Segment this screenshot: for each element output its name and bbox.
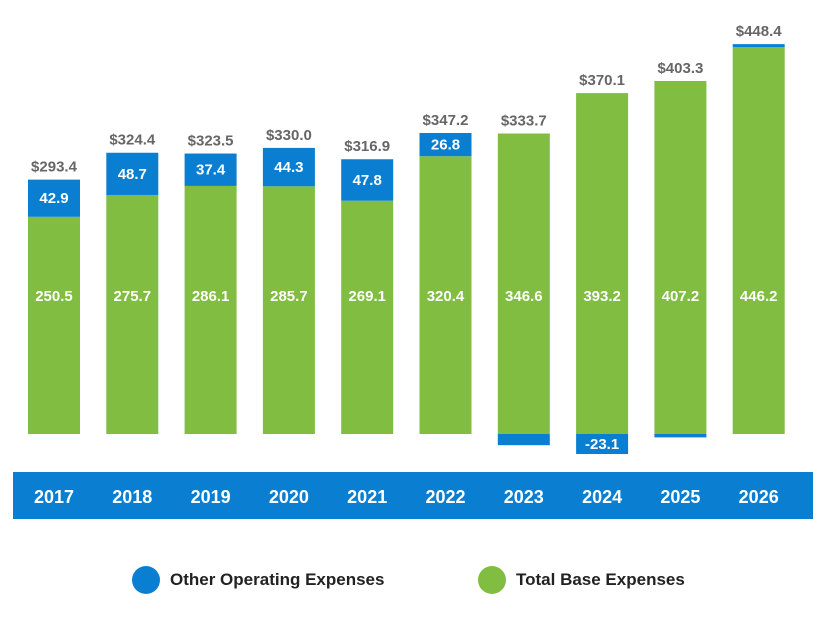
bar-total-base (497, 133, 550, 434)
bar-label-other-operating: 26.8 (431, 137, 460, 154)
bar-label-other-operating: -23.1 (585, 436, 619, 453)
bar-other-operating (106, 152, 159, 195)
bar-total-base (28, 216, 80, 434)
bar-label-total-base: 407.2 (662, 288, 700, 305)
bar-other-operating (497, 434, 550, 446)
total-label: $370.1 (579, 72, 625, 89)
bar-total-base (654, 80, 707, 434)
legend-label: Other Operating Expenses (170, 570, 385, 589)
bar-total-base (341, 200, 394, 434)
legend: Other Operating Expenses Total Base Expe… (0, 566, 826, 596)
legend-swatch-blue (132, 566, 160, 594)
x-tick-label: 2025 (660, 487, 700, 507)
total-label: $293.4 (31, 159, 78, 176)
bar-total-base (262, 186, 315, 434)
bar-label-total-base: 393.2 (583, 288, 621, 305)
total-label: $324.4 (109, 132, 156, 149)
stacked-bar-chart: 250.5 42.9 $293.4 2017 275.7 48.7 $324.4 2018 28… (13, 23, 813, 519)
bar-label-total-base: 286.1 (192, 288, 230, 305)
bar-label-total-base: 275.7 (114, 288, 152, 305)
x-tick-label: 2026 (739, 487, 779, 507)
bar-total-base (419, 156, 472, 434)
total-label: $448.4 (736, 23, 783, 40)
total-label: $347.2 (423, 112, 469, 129)
x-tick-label: 2018 (112, 487, 152, 507)
x-axis-band (13, 472, 813, 519)
bar-label-total-base: 285.7 (270, 288, 308, 305)
bar-label-other-operating: 37.4 (196, 162, 226, 179)
legend-swatch-green (478, 566, 506, 594)
bar-label-total-base: 446.2 (740, 288, 778, 305)
bar-other-operating (341, 159, 394, 201)
bar-label-total-base: 320.4 (427, 288, 465, 305)
x-tick-label: 2019 (191, 487, 231, 507)
bar-total-base (106, 194, 159, 434)
x-tick-label: 2017 (34, 487, 74, 507)
bar-other-operating (654, 434, 707, 438)
bar-other-operating (262, 147, 315, 187)
bar-label-other-operating: 42.9 (39, 190, 68, 207)
total-label: $403.3 (657, 60, 703, 77)
total-label: $323.5 (188, 133, 234, 150)
legend-label: Total Base Expenses (516, 570, 685, 589)
total-label: $330.0 (266, 127, 312, 144)
total-label: $316.9 (344, 138, 390, 155)
bar-label-other-operating: 44.3 (274, 159, 303, 176)
bar-other-operating (184, 153, 237, 186)
legend-item-base: Total Base Expenses (478, 566, 685, 594)
x-tick-label: 2021 (347, 487, 387, 507)
x-tick-label: 2020 (269, 487, 309, 507)
bar-total-base (184, 185, 237, 434)
bar-total-base (576, 93, 629, 435)
bar-label-total-base: 250.5 (35, 288, 73, 305)
bar-label-other-operating: 47.8 (353, 172, 382, 189)
bar-other-operating (419, 132, 472, 157)
legend-item-other: Other Operating Expenses (132, 566, 384, 594)
x-tick-label: 2022 (425, 487, 465, 507)
bar-label-total-base: 269.1 (348, 288, 386, 305)
bar-other-operating (732, 44, 785, 48)
bar-total-base (732, 47, 785, 435)
bar-label-total-base: 346.6 (505, 288, 543, 305)
x-tick-label: 2024 (582, 487, 622, 507)
bar-other-operating (28, 179, 80, 217)
bar-other-operating (576, 434, 629, 455)
bar-label-other-operating: 48.7 (118, 166, 147, 183)
total-label: $333.7 (501, 112, 547, 129)
x-tick-label: 2023 (504, 487, 544, 507)
